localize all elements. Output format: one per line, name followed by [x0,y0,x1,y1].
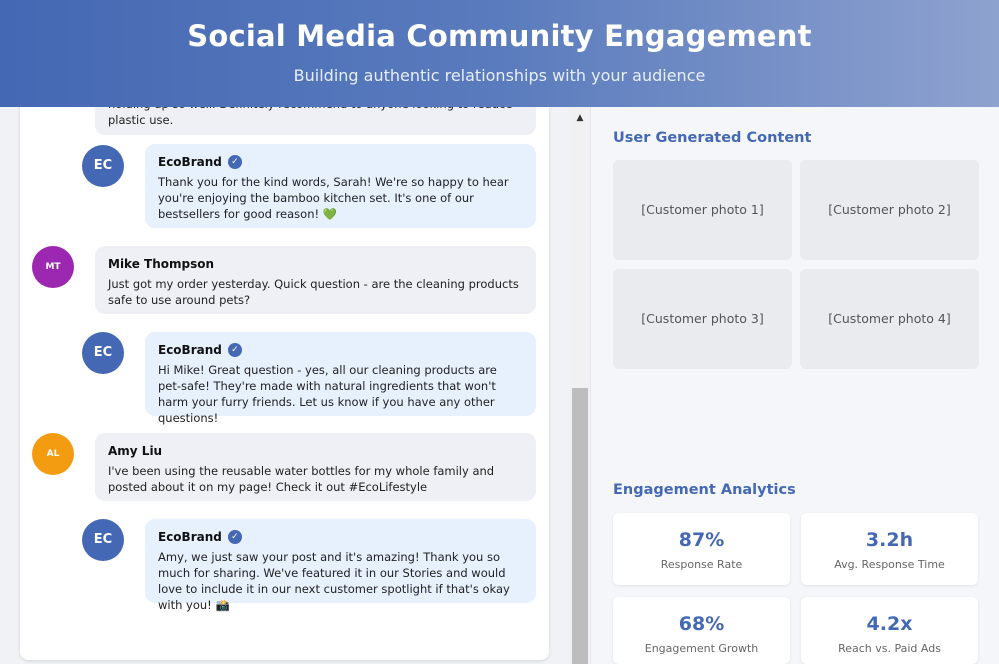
author-name: EcoBrand [158,155,222,169]
verified-icon: ✓ [227,530,242,544]
scrollbar[interactable]: ▲ [570,107,590,664]
customer-photo[interactable]: [Customer photo 4] [800,269,979,369]
sidebar-panel: User Generated Content [Customer photo 1… [590,107,999,664]
stat-label: Reach vs. Paid Ads [838,642,941,655]
reply-bubble: EcoBrand ✓ Thank you for the kind words,… [145,144,536,228]
stat-card: 4.2x Reach vs. Paid Ads [801,597,978,664]
comment-bubble: Mike Thompson Just got my order yesterda… [95,246,536,314]
scroll-up-arrow-icon[interactable]: ▲ [576,113,584,123]
stat-value: 87% [678,529,725,551]
author-name: EcoBrand [158,343,222,357]
camera-emoji: 📸 [215,598,230,612]
stat-label: Avg. Response Time [834,558,945,571]
comment-feed: holding up so well. Definitely recommend… [20,107,549,660]
analytics-title: Engagement Analytics [613,482,796,498]
comment-text: Just got my order yesterday. Quick quest… [108,277,519,307]
page-header: Social Media Community Engagement Buildi… [0,0,999,107]
reply-bubble: EcoBrand ✓ Hi Mike! Great question - yes… [145,332,536,425]
stat-card: 68% Engagement Growth [613,597,790,664]
comment-author: Amy Liu [108,444,163,458]
customer-photo[interactable]: [Customer photo 2] [800,160,979,260]
stat-card: 87% Response Rate [613,513,790,585]
conversation-panel: holding up so well. Definitely recommend… [0,107,590,664]
stat-value: 68% [678,613,725,635]
comment-author: Mike Thompson [108,257,215,271]
stat-value: 4.2x [866,613,913,635]
stat-value: 3.2h [865,529,914,551]
comment-bubble: holding up so well. Definitely recommend… [95,107,536,135]
verified-icon: ✓ [227,155,242,169]
avatar: EC [82,332,124,374]
page-subtitle: Building authentic relationships with yo… [293,66,706,85]
comment-bubble: Amy Liu I've been using the reusable wat… [95,433,536,501]
author-name: EcoBrand [158,530,222,544]
stat-card: 3.2h Avg. Response Time [801,513,978,585]
reply-author: EcoBrand ✓ [158,529,523,545]
avatar: EC [82,519,124,561]
avatar: EC [82,145,124,187]
reply-author: EcoBrand ✓ [158,342,523,358]
comment-text: I've been using the reusable water bottl… [108,464,495,494]
verified-icon: ✓ [227,343,242,357]
avatar: MT [32,246,74,288]
avatar: AL [32,433,74,475]
customer-photo[interactable]: [Customer photo 3] [613,269,792,369]
reply-text: Hi Mike! Great question - yes, all our c… [158,363,497,425]
reply-text: Thank you for the kind words, Sarah! We'… [158,175,509,221]
page-title: Social Media Community Engagement [187,19,812,53]
stat-label: Response Rate [660,558,743,571]
reply-text: Amy, we just saw your post and it's amaz… [158,550,510,612]
comment-text: holding up so well. Definitely recommend… [108,107,512,127]
stat-label: Engagement Growth [644,642,759,655]
reply-bubble: EcoBrand ✓ Amy, we just saw your post an… [145,519,536,612]
green-heart-emoji: 💚 [322,207,338,221]
customer-photo[interactable]: [Customer photo 1] [613,160,792,260]
ugc-title: User Generated Content [613,130,812,146]
reply-author: EcoBrand ✓ [158,154,523,170]
scrollbar-thumb[interactable] [572,388,588,664]
